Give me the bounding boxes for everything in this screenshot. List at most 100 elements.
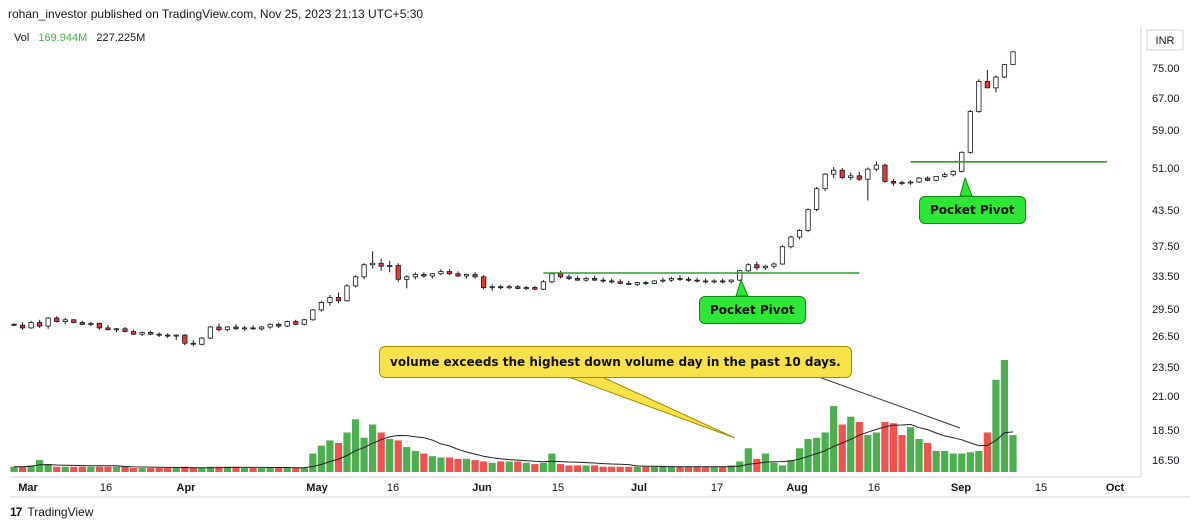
candlestick bbox=[105, 325, 111, 331]
volume-bar bbox=[958, 453, 966, 472]
volume-bar bbox=[53, 466, 61, 472]
candlestick bbox=[267, 323, 273, 329]
note-pointer-wedge bbox=[565, 375, 736, 439]
candlestick bbox=[139, 331, 145, 336]
candlestick bbox=[370, 251, 376, 269]
volume-bar bbox=[898, 435, 906, 472]
volume-bar bbox=[334, 443, 343, 472]
candlestick bbox=[404, 275, 410, 289]
time-tick-label: 16 bbox=[868, 482, 880, 494]
candlestick bbox=[293, 319, 299, 326]
candlestick bbox=[796, 229, 803, 240]
volume-bar bbox=[437, 457, 445, 472]
candlestick bbox=[310, 309, 316, 321]
price-tick-label: 16.50 bbox=[1152, 455, 1180, 467]
volume-bar bbox=[847, 416, 855, 472]
time-axis[interactable]: Mar 16 Apr May 16 Jun 15 Jul 17 Aug 16 Sep 15 Oct bbox=[10, 476, 1190, 498]
candlestick bbox=[11, 323, 17, 327]
volume-legend-value-1: 169.944M bbox=[38, 32, 88, 44]
candlestick bbox=[71, 318, 77, 324]
price-tick-label: 43.50 bbox=[1152, 205, 1180, 217]
volume-bar bbox=[864, 435, 872, 472]
candlestick bbox=[506, 285, 512, 290]
volume-bar bbox=[539, 462, 547, 472]
candlestick bbox=[916, 176, 922, 184]
candlestick bbox=[498, 285, 504, 290]
volume-bar bbox=[727, 465, 735, 472]
volume-bar bbox=[949, 453, 957, 472]
candlestick bbox=[446, 269, 453, 276]
volume-bar bbox=[932, 450, 940, 472]
price-tick-label: 75.00 bbox=[1152, 63, 1180, 75]
volume-bar bbox=[838, 424, 846, 472]
volume-bar bbox=[616, 466, 624, 472]
pocket-pivot-label-2: Pocket Pivot bbox=[919, 196, 1026, 224]
candlestick bbox=[224, 326, 231, 332]
volume-bar bbox=[855, 421, 863, 472]
pivot-pointer-2 bbox=[959, 176, 973, 197]
candlestick bbox=[207, 326, 213, 340]
price-tick-label: 26.50 bbox=[1152, 331, 1180, 343]
candlestick bbox=[865, 167, 871, 201]
time-tick-label: Jul bbox=[631, 482, 647, 494]
volume-bar bbox=[87, 466, 95, 472]
volume-bar bbox=[915, 439, 923, 472]
volume-legend-label: Vol bbox=[14, 32, 30, 44]
candlestick bbox=[79, 320, 85, 326]
candlestick bbox=[993, 75, 999, 93]
candlestick bbox=[711, 279, 717, 284]
volume-bar bbox=[300, 468, 308, 472]
candlestick bbox=[489, 284, 495, 291]
volume-bar bbox=[138, 468, 146, 472]
candlestick bbox=[942, 172, 948, 178]
volume-bar bbox=[667, 466, 676, 472]
candlestick bbox=[318, 300, 324, 312]
volume-bar bbox=[889, 423, 898, 472]
candlestick bbox=[344, 284, 350, 302]
volume-bar bbox=[625, 466, 633, 472]
volume-bar bbox=[830, 406, 838, 472]
candlestick bbox=[515, 285, 521, 290]
time-tick-label: 15 bbox=[1035, 482, 1047, 494]
price-axis[interactable]: INR 75.00 67.00 59.00 51.00 43.50 37.50 33.50 2… bbox=[1140, 26, 1184, 477]
tradingview-logo-icon: 17 bbox=[10, 505, 22, 519]
volume-bar bbox=[770, 462, 778, 472]
candlestick bbox=[233, 324, 239, 330]
volume-bar bbox=[761, 453, 769, 472]
time-tick-label: Jun bbox=[472, 482, 492, 494]
volume-bar bbox=[317, 445, 325, 472]
volume-moving-average-line bbox=[14, 423, 1014, 469]
volume-bar bbox=[522, 462, 530, 472]
volume-bar bbox=[206, 466, 214, 472]
candlestick bbox=[301, 318, 307, 326]
volume-bar bbox=[684, 466, 693, 472]
volume-bar bbox=[676, 466, 684, 472]
volume-bar bbox=[215, 466, 223, 472]
candlestick bbox=[463, 273, 470, 279]
candlestick bbox=[378, 258, 384, 271]
volume-bar bbox=[70, 466, 78, 472]
volume-bar bbox=[411, 450, 419, 472]
volume-bar bbox=[573, 465, 582, 472]
candlestick bbox=[165, 333, 171, 339]
publish-header: rohan_investor published on TradingView.… bbox=[8, 7, 424, 21]
candlestick bbox=[250, 325, 256, 330]
candlestick bbox=[395, 263, 401, 282]
volume-bar bbox=[403, 446, 411, 472]
volume-bar bbox=[10, 466, 18, 472]
candlestick bbox=[1010, 51, 1016, 66]
candlestick bbox=[592, 276, 598, 281]
volume-bar bbox=[351, 419, 360, 472]
volume-bar bbox=[736, 461, 744, 472]
candlestick bbox=[284, 320, 290, 327]
candlestick bbox=[429, 273, 435, 279]
volume-bar bbox=[394, 440, 402, 472]
volume-bar bbox=[983, 432, 991, 472]
volume-bar bbox=[155, 468, 163, 472]
volume-bar bbox=[147, 468, 155, 472]
volume-bar bbox=[924, 443, 932, 472]
volume-bar bbox=[258, 468, 266, 472]
volume-bar bbox=[223, 466, 232, 472]
candlestick bbox=[814, 187, 820, 212]
